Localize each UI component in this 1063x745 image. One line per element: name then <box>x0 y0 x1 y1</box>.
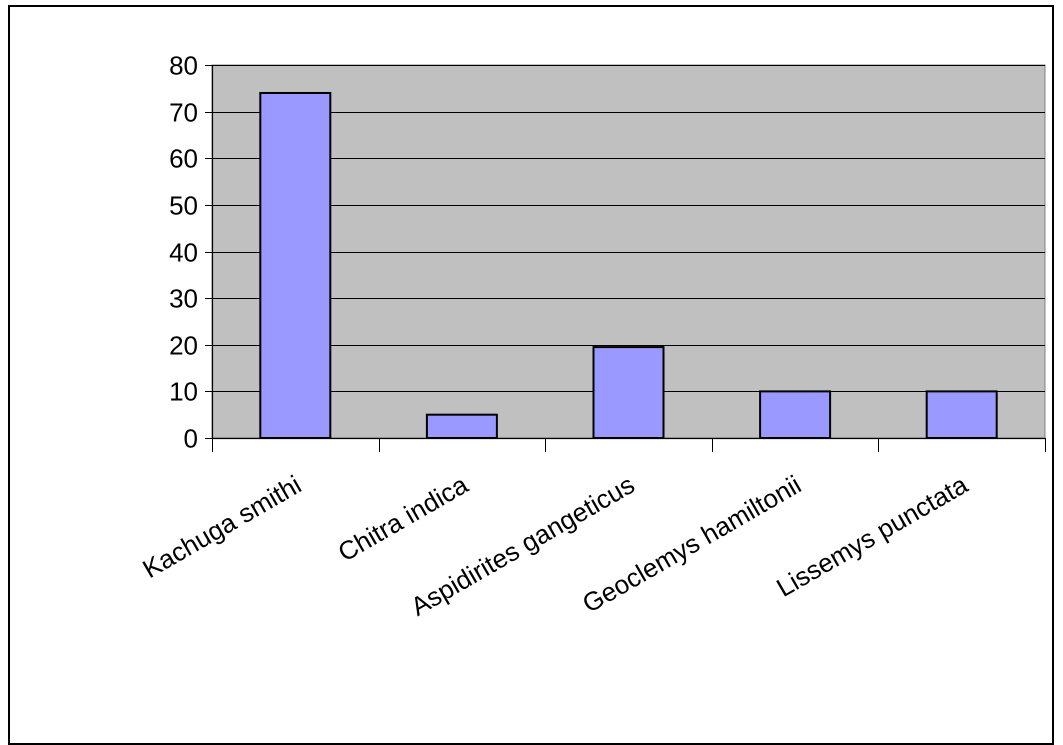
bar <box>592 346 665 439</box>
y-tick-label: 60 <box>169 144 198 174</box>
y-tick-label: 10 <box>169 377 198 407</box>
y-tick-label: 30 <box>169 284 198 314</box>
y-tick-label: 50 <box>169 191 198 221</box>
y-tick-label: 70 <box>169 98 198 128</box>
x-tick-label: Chitra indica <box>333 469 474 568</box>
y-tick-label: 0 <box>184 424 198 454</box>
y-tick-label: 40 <box>169 238 198 268</box>
bar <box>925 390 998 439</box>
x-tick-label: Kachuga smithi <box>137 469 306 584</box>
y-tick-label: 80 <box>169 51 198 81</box>
bar <box>759 390 832 439</box>
bar <box>259 91 332 439</box>
y-tick-label: 20 <box>169 331 198 361</box>
bar <box>425 413 498 439</box>
